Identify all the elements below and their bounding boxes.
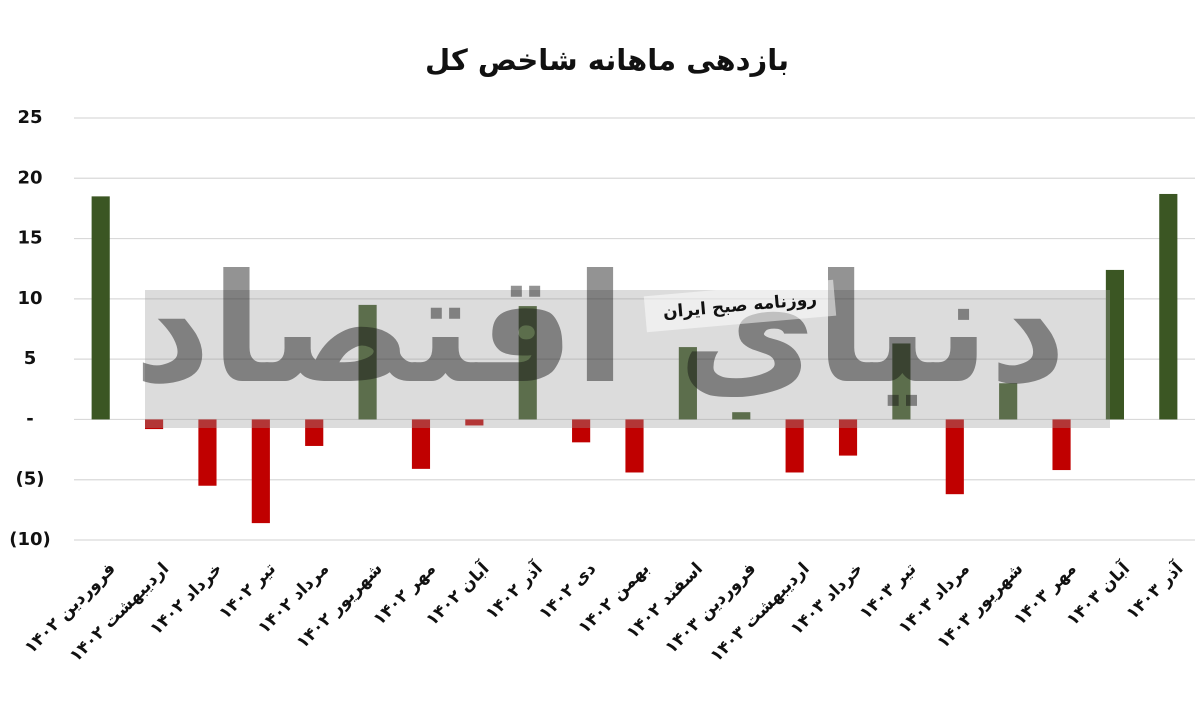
bar bbox=[465, 419, 484, 426]
bar bbox=[411, 419, 431, 469]
bar bbox=[678, 347, 697, 420]
bar bbox=[91, 196, 110, 420]
bar bbox=[1105, 269, 1125, 420]
bar bbox=[625, 419, 644, 473]
y-tick-label: 15 bbox=[17, 228, 42, 249]
bar bbox=[251, 419, 270, 524]
y-tick-label: - bbox=[26, 408, 33, 429]
bar bbox=[572, 419, 591, 443]
bar bbox=[358, 304, 377, 420]
watermark-band bbox=[145, 290, 1110, 428]
bar bbox=[892, 343, 911, 420]
bar bbox=[838, 419, 858, 456]
y-tick-label: (10) bbox=[9, 529, 51, 550]
watermark-tag-box bbox=[643, 279, 837, 333]
x-tick-label: فروردین ۱۴۰۳ bbox=[661, 559, 760, 658]
y-tick-label: 25 bbox=[17, 107, 42, 128]
bar bbox=[144, 419, 164, 430]
x-tick-label: اردیبهشت ۱۴۰۲ bbox=[66, 559, 173, 666]
y-tick-label: 10 bbox=[17, 288, 42, 309]
x-tick-label: آذر ۱۴۰۲ bbox=[480, 557, 547, 624]
x-tick-label: اردیبهشت ۱۴۰۳ bbox=[706, 559, 813, 666]
bar bbox=[999, 383, 1018, 420]
bar bbox=[1052, 419, 1071, 471]
y-tick-label: 5 bbox=[24, 348, 37, 369]
bar bbox=[518, 306, 537, 420]
y-tick-label: 20 bbox=[17, 167, 42, 188]
bar bbox=[785, 419, 804, 473]
y-tick-label: (5) bbox=[16, 469, 45, 490]
bar bbox=[198, 419, 217, 486]
chart-title: بازدهی ماهانه شاخص کل bbox=[425, 43, 789, 77]
bar bbox=[1159, 193, 1178, 420]
x-tick-label: آذر ۱۴۰۳ bbox=[1121, 557, 1188, 624]
bar bbox=[945, 419, 964, 495]
x-tick-label: فروردین ۱۴۰۲ bbox=[21, 559, 120, 658]
watermark-brand: دنیای اقتصاد bbox=[134, 243, 1067, 417]
bar bbox=[732, 412, 751, 420]
bar bbox=[305, 419, 324, 446]
